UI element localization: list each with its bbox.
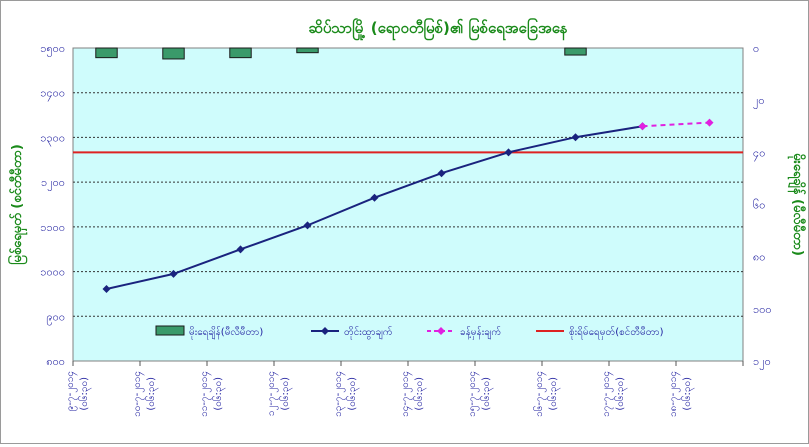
x-tick-date: ၁၁-၇-၂၀၁၄	[199, 371, 212, 417]
right-tick-label: ၂၀	[753, 94, 765, 109]
right-tick-label: ၄၀	[753, 146, 765, 161]
series-lines	[102, 118, 714, 294]
observed-point	[303, 221, 312, 230]
x-tick-time: (၀၆:၃၀)	[546, 377, 561, 411]
x-tick-date: ၁၀-၇-၂၀၁၄	[132, 371, 145, 417]
left-tick-label: ၁၄၀၀	[40, 87, 65, 102]
left-tick-label: ၁၀၀၀	[40, 266, 65, 279]
rain-bar	[162, 47, 185, 60]
x-tick-label: ၁၅-၇-၂၀၁၄ (၀၆:၃၀)	[467, 371, 494, 417]
right-tick-label: ၈၀	[753, 251, 765, 264]
x-tick-date: ၁၇-၇-၂၀၁၄	[601, 371, 614, 417]
left-tick-label: ၁၅၀၀	[40, 42, 65, 57]
rain-bar	[229, 47, 252, 59]
forecast-point	[638, 122, 647, 131]
chart-title: ဆိပ်သာမြို့ (ရောဝတီမြစ်)၏ မြစ်ရေအခြေအနေ	[308, 17, 567, 41]
legend-label: တိုင်းထွာချက်	[344, 325, 393, 340]
observed-point	[236, 245, 245, 254]
x-tick-label: ၁၀-၇-၂၀၁၄ (၀၆:၃၀)	[132, 371, 159, 417]
x-tick-date: ၁၂-၇-၂၀၁၄	[266, 371, 279, 416]
rain-bar	[95, 47, 118, 59]
forecast-point	[705, 118, 714, 127]
x-tick-time: (၀၆:၃၀)	[412, 377, 427, 411]
x-tick-time: (၀၆:၃၀)	[680, 377, 695, 411]
gridlines	[72, 92, 744, 366]
x-tick-date: ၉-၇-၂၀၁၄	[65, 371, 78, 411]
legend: မိုးရေချိန်(မီလီမီတာ) တိုင်းထွာချက် ခန့်မှ…	[155, 325, 664, 340]
legend-label: စိုးရိမ်ရေမှတ်(စင်တီမီတာ)	[569, 325, 664, 340]
x-tick-time: (၀၆:၃၀)	[345, 377, 360, 411]
legend-label: ခန့်မှန်းချက်	[460, 325, 501, 340]
x-tick-label: ၁၆-၇-၂၀၁၄ (၀၆:၃၀)	[532, 371, 561, 417]
x-tick-time: (၀၆:၃၀)	[613, 377, 628, 411]
right-tick-label: ၁၂၀	[753, 355, 771, 370]
x-tick-time: (၀၆:၃၀)	[144, 377, 159, 411]
x-tick-label: ၁၇-၇-၂၀၁၄ (၀၆:၃၀)	[601, 371, 628, 417]
rainfall-bars	[95, 47, 587, 60]
x-tick-label: ၁၈-၇-၂၀၁၄ (၀၆:၃၀)	[668, 371, 695, 417]
left-tick-label: ၉၀၀	[46, 310, 65, 325]
x-tick-time: (၀၆:၃၀)	[479, 377, 494, 411]
rain-bar	[564, 47, 587, 56]
observed-point	[169, 269, 178, 278]
left-axis-label: မြစ်ရေမှတ် (စင်တီမီတာ)	[7, 144, 28, 265]
x-axis-ticks: ၉-၇-၂၀၁၄ (၀၆:၃၀) ၁၀-၇-၂၀၁၄ (၀၆:၃၀) ၁၁-၇-၂၀၁၄…	[65, 371, 695, 417]
x-tick-label: ၁၂-၇-၂၀၁၄ (၀၆:၃၀)	[266, 371, 293, 416]
x-tick-time: (၀၆:၃၀)	[278, 377, 293, 411]
rain-bar	[296, 47, 319, 54]
observed-point	[571, 133, 580, 142]
x-tick-label: ၁၃-၇-၂၀၁၄ (၀၆:၃၀)	[333, 371, 360, 417]
right-tick-label: ၆၀	[753, 199, 765, 212]
x-tick-time: (၀၆:၃၀)	[211, 377, 226, 411]
x-tick-label: ၁၁-၇-၂၀၁၄ (၀၆:၃၀)	[199, 371, 226, 417]
right-tick-label: ၁၀၀	[753, 303, 772, 316]
observed-point	[504, 148, 513, 157]
x-tick-label: ၁၄-၇-၂၀၁၄ (၀၆:၃၀)	[400, 371, 427, 417]
x-tick-date: ၁၆-၇-၂၀၁၄	[532, 371, 547, 417]
observed-point	[102, 285, 111, 294]
right-axis-label: မိုးရေချိန် (မီလီမီတာ)	[787, 153, 807, 256]
x-tick-label: ၉-၇-၂၀၁၄ (၀၆:၃၀)	[65, 371, 92, 411]
legend-marker	[321, 327, 329, 335]
forecast-line	[642, 121, 710, 128]
x-tick-time: (၀၆:၃၀)	[77, 377, 92, 411]
left-tick-label: ၈၀၀	[46, 355, 65, 368]
left-tick-label: ၁၂၀၀	[41, 176, 65, 191]
plot-area	[72, 47, 744, 362]
legend-label: မိုးရေချိန်(မီလီမီတာ)	[189, 325, 263, 340]
x-tick-date: ၁၅-၇-၂၀၁၄	[467, 371, 480, 417]
observed-point	[437, 169, 446, 178]
x-tick-date: ၁၃-၇-၂၀၁၄	[333, 371, 346, 417]
x-tick-date: ၁၄-၇-၂၀၁၄	[400, 371, 413, 417]
observed-point	[370, 193, 379, 202]
legend-marker	[437, 327, 445, 335]
legend-swatch-rain	[155, 325, 185, 336]
right-tick-label: ၀	[753, 42, 759, 55]
left-tick-label: ၁၃၀၀	[40, 131, 65, 146]
x-tick-date: ၁၈-၇-၂၀၁၄	[668, 371, 681, 417]
left-tick-label: ၁၁၀၀	[40, 221, 65, 234]
